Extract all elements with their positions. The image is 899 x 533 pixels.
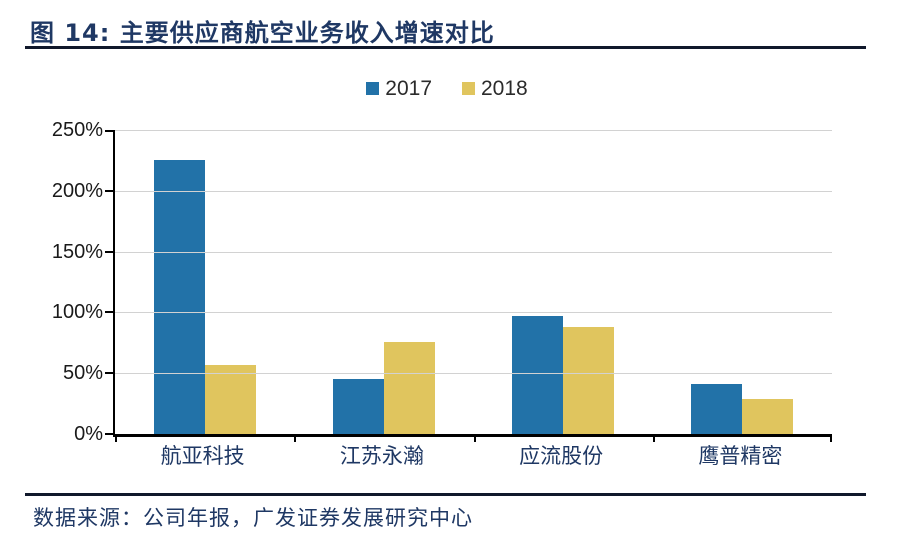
legend-swatch-2017: [366, 81, 380, 95]
legend-swatch-2018: [462, 81, 475, 95]
x-axis-labels: 航亚科技 江苏永瀚 应流股份 鹰普精密: [113, 443, 830, 469]
y-tick-50: [105, 372, 114, 375]
y-axis-label-100%: 100%: [51, 301, 103, 324]
bar-2017-江苏永瀚: [332, 379, 384, 434]
x-axis-label-4: 鹰普精密: [698, 444, 783, 468]
y-tick-100: [105, 311, 114, 314]
gridline-100: [115, 312, 832, 314]
legend-item-2017: 2017: [366, 78, 432, 99]
data-source-note: 数据来源：公司年报，广发证券发展研究中心: [33, 506, 473, 530]
gridline-250: [115, 130, 832, 131]
figure-title: 图 14: 主要供应商航空业务收入增速对比: [30, 19, 495, 47]
y-axis-labels: 0% 50% 100% 150% 200% 250%: [0, 119, 103, 445]
bar-groups: [115, 130, 832, 434]
footer-rule: [25, 493, 866, 496]
bar-2018-应流股份: [563, 327, 615, 434]
bar-2018-江苏永瀚: [383, 341, 435, 434]
legend-label-2018: 2018: [481, 76, 528, 100]
x-tick-2: [473, 434, 476, 442]
title-rule: [25, 46, 866, 49]
x-tick-1: [294, 434, 297, 442]
chart-legend: 2017 2018: [28, 76, 866, 100]
y-tick-0: [105, 433, 114, 435]
y-tick-150: [105, 250, 114, 253]
y-tick-250: [105, 130, 114, 132]
gridline-50: [115, 373, 832, 375]
y-axis-label-250%: 250%: [51, 119, 103, 141]
x-axis-label-3: 应流股份: [519, 444, 604, 468]
bar-group-1: [115, 130, 294, 434]
gridline-150: [115, 251, 832, 253]
bar-2017-鹰普精密: [691, 384, 743, 434]
legend-label-2017: 2017: [385, 76, 432, 100]
x-tick-0: [115, 434, 117, 442]
bar-group-3: [474, 130, 653, 434]
y-axis-label-50%: 50%: [62, 362, 103, 385]
x-axis-label-2: 江苏永瀚: [339, 444, 424, 468]
plot-area: [105, 130, 832, 442]
gridline-200: [115, 190, 832, 192]
y-axis-label-150%: 150%: [51, 240, 103, 263]
y-axis-label-200%: 200%: [51, 179, 103, 202]
bar-2018-鹰普精密: [742, 398, 794, 434]
x-tick-3: [652, 434, 655, 442]
x-axis-label-1: 航亚科技: [160, 444, 245, 468]
y-axis-label-0%: 0%: [74, 423, 103, 445]
bar-group-2: [294, 130, 473, 434]
bar-2017-航亚科技: [153, 160, 205, 434]
bar-group-4: [653, 130, 832, 434]
bar-2018-航亚科技: [204, 364, 256, 434]
x-tick-4: [830, 434, 832, 442]
bar-2017-应流股份: [512, 316, 564, 434]
y-tick-200: [105, 189, 114, 192]
legend-item-2018: 2018: [462, 78, 528, 99]
